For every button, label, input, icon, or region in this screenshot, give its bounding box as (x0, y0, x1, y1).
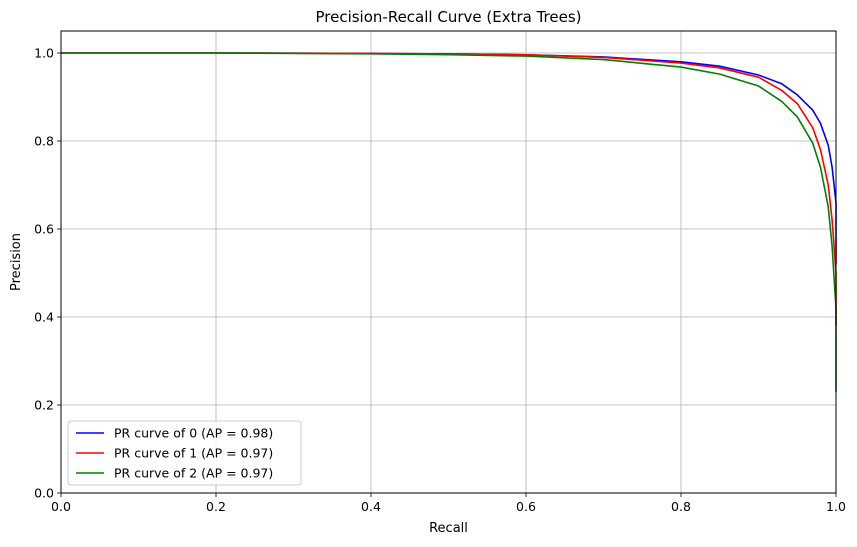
legend: PR curve of 0 (AP = 0.98) PR curve of 1 (… (67, 420, 302, 486)
x-tick-label: 0.0 (51, 499, 71, 514)
legend-box (67, 420, 302, 486)
y-tick-label: 0.8 (34, 134, 54, 149)
y-axis-label: Precision (9, 233, 24, 291)
plot-frame (60, 30, 837, 494)
x-tick-label: 0.6 (516, 499, 536, 514)
axis-ticks: 0.0 0.2 0.4 0.6 0.8 1.0 0.0 0.2 0.4 0.6 0.8 1.0 (34, 46, 846, 515)
x-tick-label: 0.8 (671, 499, 691, 514)
y-tick-label: 0.2 (34, 398, 54, 413)
legend-label-2: PR curve of 2 (AP = 0.97) (114, 466, 273, 481)
y-tick-label: 0.6 (34, 222, 54, 237)
y-tick-label: 0.4 (34, 310, 54, 325)
series-lines (61, 52, 837, 392)
chart-title: Precision-Recall Curve (Extra Trees) (315, 8, 581, 26)
x-tick-label: 0.2 (206, 499, 226, 514)
x-axis-label: Recall (429, 521, 468, 536)
x-tick-label: 0.4 (361, 499, 381, 514)
series-line-2 (61, 52, 837, 392)
legend-label-0: PR curve of 0 (AP = 0.98) (114, 426, 273, 441)
y-tick-label: 0.0 (34, 486, 54, 501)
legend-label-1: PR curve of 1 (AP = 0.97) (114, 446, 273, 461)
x-tick-label: 1.0 (826, 499, 846, 514)
y-tick-label: 1.0 (34, 46, 54, 61)
